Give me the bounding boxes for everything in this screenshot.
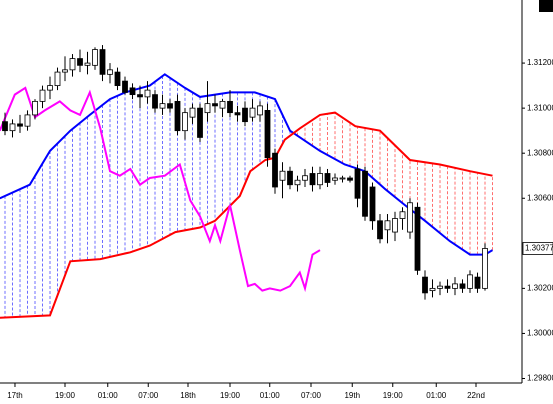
y-tick-label: 1.30200 <box>527 283 553 292</box>
candle-body <box>159 103 166 109</box>
candle-body <box>129 87 136 96</box>
candle-body <box>302 175 308 181</box>
candle-body <box>204 103 211 114</box>
candle-body <box>174 100 181 132</box>
candle-body <box>92 49 98 66</box>
candle-body <box>482 248 488 289</box>
candle-body <box>437 285 443 289</box>
current-price-label: 1.30377 <box>525 244 553 253</box>
candle-body <box>467 274 473 289</box>
candle-body <box>47 85 53 91</box>
y-tick-label: 1.30000 <box>527 329 553 338</box>
candle-body <box>219 100 226 109</box>
candle-body <box>182 112 188 132</box>
candle-body <box>399 211 406 219</box>
cloud <box>4 76 493 318</box>
y-tick-label: 1.30600 <box>527 193 553 202</box>
candle-body <box>69 58 76 71</box>
axes: 1.31200 1.31000 1.30800 1.30600 1.30200 1.300… <box>7 58 553 400</box>
x-tick-label: 19:00 <box>383 391 404 400</box>
candle-body <box>324 173 331 183</box>
y-tick-label: 1.31000 <box>527 103 553 112</box>
candle-body <box>309 173 316 186</box>
candle-body <box>294 179 301 186</box>
candle-body <box>122 80 128 93</box>
y-tick-label: 1.31200 <box>527 58 553 67</box>
price-box <box>522 242 553 255</box>
x-tick-label: 01:00 <box>98 391 119 400</box>
x-tick-label: 18th <box>180 391 196 400</box>
candle-body <box>197 107 203 138</box>
candle-body <box>99 49 106 75</box>
candle-body <box>84 62 91 66</box>
candle-body <box>39 89 46 102</box>
candle-body <box>257 105 263 116</box>
x-tick-label: 19th <box>344 391 360 400</box>
x-tick-label: 22nd <box>467 391 485 400</box>
candle-body <box>54 71 61 87</box>
candle-body <box>384 220 391 231</box>
x-tick-label: 07:00 <box>301 391 322 400</box>
indicator-line <box>0 73 494 256</box>
candle-body <box>407 202 413 233</box>
x-tick-label: 07:00 <box>138 391 159 400</box>
candle-body <box>242 107 248 123</box>
candle-body <box>422 276 428 294</box>
candle-body <box>249 107 256 118</box>
candle-body <box>354 168 361 199</box>
candles <box>2 45 488 300</box>
corner-box <box>539 0 553 12</box>
candle-body <box>362 170 368 217</box>
candle-body <box>429 287 436 292</box>
candle-body <box>234 112 241 116</box>
candle-body <box>347 177 353 181</box>
y-tick-label: 1.30800 <box>527 148 553 157</box>
candle-body <box>189 107 196 118</box>
x-tick-label: 01:00 <box>426 391 447 400</box>
x-tick-label: 19:00 <box>220 391 241 400</box>
candle-body <box>474 276 481 289</box>
y-tick-label: 1.29800 <box>527 374 553 383</box>
candle-body <box>317 173 323 186</box>
candle-body <box>107 69 113 75</box>
candle-body <box>264 109 271 159</box>
candle-body <box>137 94 143 98</box>
candle-body <box>77 58 83 66</box>
candle-body <box>332 177 338 181</box>
x-tick-label: 19:00 <box>55 391 76 400</box>
candle-body <box>452 283 458 289</box>
candle-body <box>392 218 398 233</box>
candle-body <box>377 220 383 240</box>
candle-body <box>444 285 451 289</box>
candle-body <box>212 103 218 107</box>
candle-body <box>144 89 151 98</box>
candle-body <box>339 177 346 180</box>
candle-body <box>227 100 233 114</box>
indicator-line <box>0 111 493 319</box>
x-tick-label: 01:00 <box>260 391 281 400</box>
candle-body <box>17 123 23 127</box>
candle-body <box>152 94 158 109</box>
candle-body <box>24 114 31 127</box>
indicator-line <box>0 86 321 293</box>
candle-body <box>272 152 278 188</box>
candle-body <box>369 186 376 222</box>
candle-body <box>414 206 421 271</box>
candle-body <box>9 123 16 132</box>
candle-body <box>279 170 286 181</box>
candle-body <box>32 100 38 116</box>
candle-body <box>114 71 121 87</box>
x-tick-label: 17th <box>7 391 23 400</box>
candle-body <box>2 121 8 132</box>
candle-body <box>287 170 293 186</box>
candle-body <box>62 69 68 73</box>
candle-body <box>167 103 173 109</box>
candle-body <box>459 283 466 289</box>
lines <box>0 73 494 319</box>
